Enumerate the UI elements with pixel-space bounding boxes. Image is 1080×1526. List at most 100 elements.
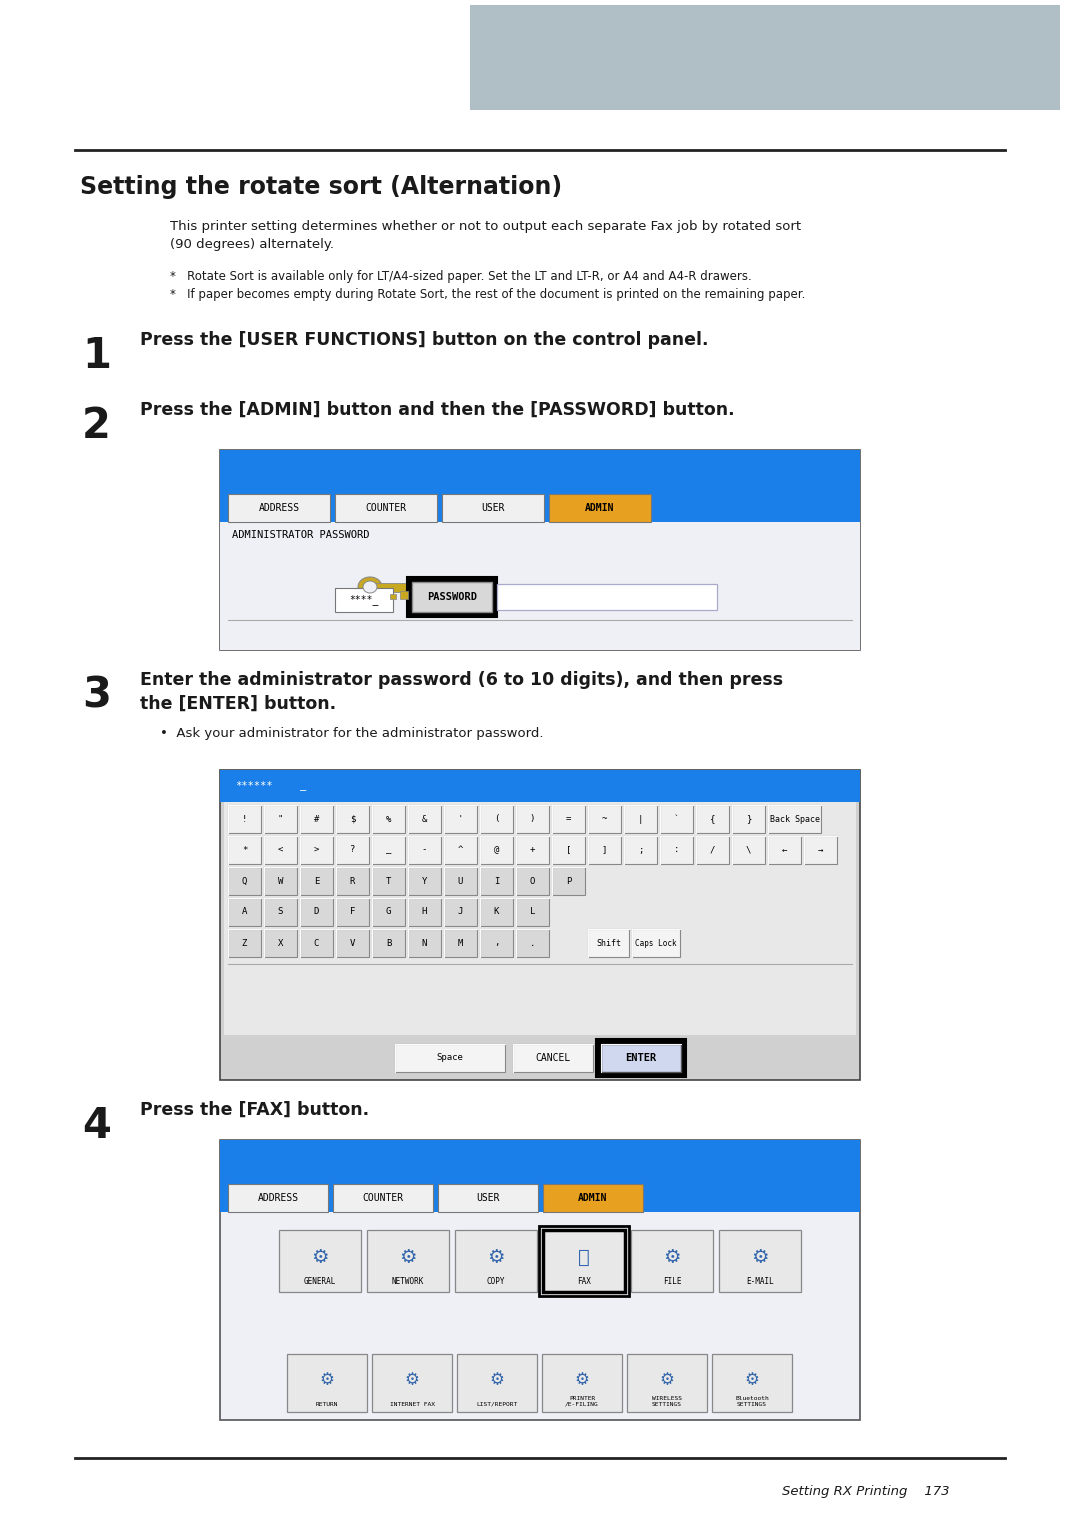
Bar (552, 806, 585, 833)
Bar (336, 806, 369, 833)
Bar (228, 1184, 328, 1212)
Bar (228, 897, 261, 926)
Bar (264, 836, 297, 864)
Bar (372, 836, 405, 864)
Bar (470, 5, 1059, 110)
Text: 2: 2 (82, 404, 111, 447)
Text: R: R (350, 876, 355, 885)
Text: B: B (386, 938, 391, 948)
Bar (457, 1354, 537, 1412)
Text: •  Ask your administrator for the administrator password.: • Ask your administrator for the adminis… (160, 726, 543, 740)
Bar (220, 1140, 860, 1421)
Bar (588, 806, 621, 833)
Bar (220, 450, 860, 522)
Text: O: O (530, 876, 536, 885)
Text: ⚙: ⚙ (489, 1370, 504, 1389)
Text: :: : (674, 845, 679, 855)
Text: %: % (386, 815, 391, 824)
Text: C: C (314, 938, 320, 948)
Text: K: K (494, 908, 499, 917)
Bar (400, 591, 408, 600)
Bar (220, 771, 860, 803)
Bar (333, 1184, 433, 1212)
Bar (480, 867, 513, 896)
Bar (480, 806, 513, 833)
Text: *: * (242, 845, 247, 855)
Bar (497, 584, 717, 610)
Bar (588, 929, 629, 957)
Bar (370, 583, 408, 592)
Bar (627, 1354, 707, 1412)
Text: ⚙: ⚙ (752, 1248, 769, 1268)
Bar (632, 929, 680, 957)
Text: M: M (458, 938, 463, 948)
Bar (300, 867, 333, 896)
Bar (300, 929, 333, 957)
Text: L: L (530, 908, 536, 917)
Bar (596, 1039, 686, 1077)
Text: _: _ (300, 781, 307, 790)
Text: S: S (278, 908, 283, 917)
Bar (336, 867, 369, 896)
Bar (768, 806, 821, 833)
Text: ⚙: ⚙ (663, 1248, 680, 1268)
Bar (279, 1230, 361, 1293)
Text: I: I (494, 876, 499, 885)
Text: _: _ (386, 845, 391, 855)
Text: |: | (638, 815, 644, 824)
Text: USER: USER (476, 1193, 500, 1202)
Text: @: @ (494, 845, 499, 855)
Bar (220, 522, 860, 650)
Text: G: G (386, 908, 391, 917)
Text: ******: ****** (235, 781, 272, 790)
Text: ADMINISTRATOR PASSWORD: ADMINISTRATOR PASSWORD (232, 530, 369, 540)
Text: ⚙: ⚙ (320, 1370, 335, 1389)
Text: ADDRESS: ADDRESS (257, 1193, 298, 1202)
Text: `: ` (674, 815, 679, 824)
Text: P: P (566, 876, 571, 885)
Text: ^: ^ (458, 845, 463, 855)
Bar (264, 929, 297, 957)
Text: INTERNET FAX: INTERNET FAX (390, 1402, 434, 1407)
Text: A: A (242, 908, 247, 917)
Text: ⚙: ⚙ (660, 1370, 674, 1389)
Text: ,: , (494, 938, 499, 948)
Text: T: T (386, 876, 391, 885)
Text: #: # (314, 815, 320, 824)
Text: PRINTER
/E-FILING: PRINTER /E-FILING (565, 1396, 599, 1407)
Bar (228, 836, 261, 864)
Text: V: V (350, 938, 355, 948)
Bar (543, 1184, 643, 1212)
Bar (516, 929, 549, 957)
Bar (552, 867, 585, 896)
Text: ': ' (458, 815, 463, 824)
Text: *   Rotate Sort is available only for LT/A4-sized paper. Set the LT and LT-R, or: * Rotate Sort is available only for LT/A… (170, 270, 752, 282)
Bar (438, 1184, 538, 1212)
Text: ;: ; (638, 845, 644, 855)
Bar (372, 1354, 453, 1412)
Bar (300, 897, 333, 926)
Bar (372, 929, 405, 957)
Bar (455, 1230, 537, 1293)
Text: Press the [FAX] button.: Press the [FAX] button. (140, 1100, 369, 1119)
Bar (408, 836, 441, 864)
Text: CANCEL: CANCEL (536, 1053, 570, 1064)
Text: W: W (278, 876, 283, 885)
Bar (408, 806, 441, 833)
Text: <: < (278, 845, 283, 855)
Text: LIST/REPORT: LIST/REPORT (476, 1402, 517, 1407)
Bar (444, 929, 477, 957)
Text: J: J (458, 908, 463, 917)
Text: This printer setting determines whether or not to output each separate Fax job b: This printer setting determines whether … (170, 220, 801, 250)
Text: Q: Q (242, 876, 247, 885)
Text: 4: 4 (82, 1105, 111, 1148)
Bar (804, 836, 837, 864)
Text: Setting the rotate sort (Alternation): Setting the rotate sort (Alternation) (80, 175, 562, 198)
Text: Back Space: Back Space (769, 815, 820, 824)
Bar (407, 577, 497, 617)
Text: Space: Space (436, 1053, 463, 1062)
Bar (624, 806, 657, 833)
Text: !: ! (242, 815, 247, 824)
Bar (768, 836, 801, 864)
Bar (411, 581, 492, 612)
